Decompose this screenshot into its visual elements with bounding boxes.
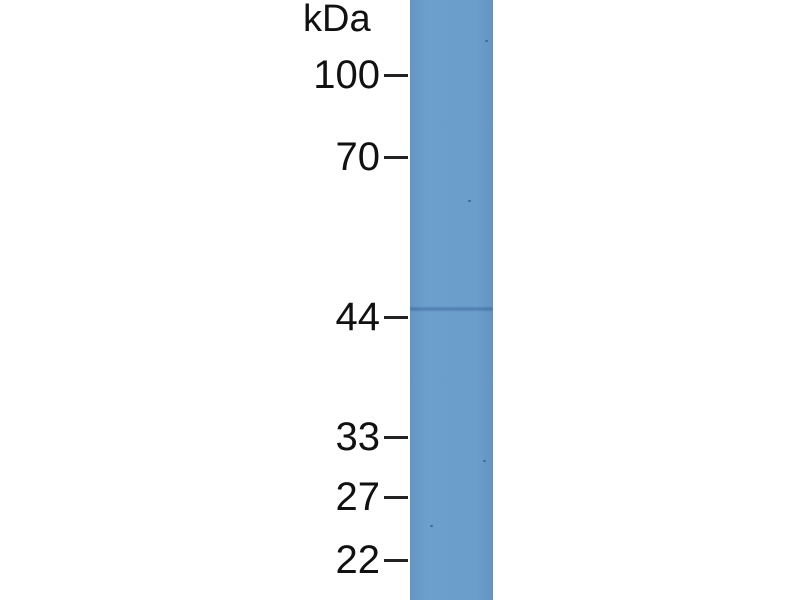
marker-tick (384, 558, 408, 562)
marker-label: 70 (335, 135, 381, 179)
marker-70: 70 (0, 137, 408, 177)
marker-tick (384, 155, 408, 159)
marker-label: 100 (313, 53, 380, 97)
unit-label: kDa (303, 0, 371, 40)
marker-44: 44 (0, 297, 408, 337)
marker-100: 100 (0, 55, 408, 95)
marker-label: 44 (335, 295, 381, 339)
protein-band (410, 306, 493, 313)
marker-label: 33 (335, 415, 381, 459)
marker-label: 27 (335, 475, 381, 519)
marker-tick (384, 315, 408, 319)
marker-tick (384, 495, 408, 499)
speck (430, 525, 433, 527)
marker-tick (384, 435, 408, 439)
speck (483, 460, 486, 462)
speck (485, 40, 488, 42)
speck (468, 200, 471, 202)
marker-27: 27 (0, 477, 408, 517)
marker-tick (384, 73, 408, 77)
blot-lane (410, 0, 493, 600)
marker-33: 33 (0, 417, 408, 457)
marker-label: 22 (335, 538, 381, 582)
marker-22: 22 (0, 540, 408, 580)
